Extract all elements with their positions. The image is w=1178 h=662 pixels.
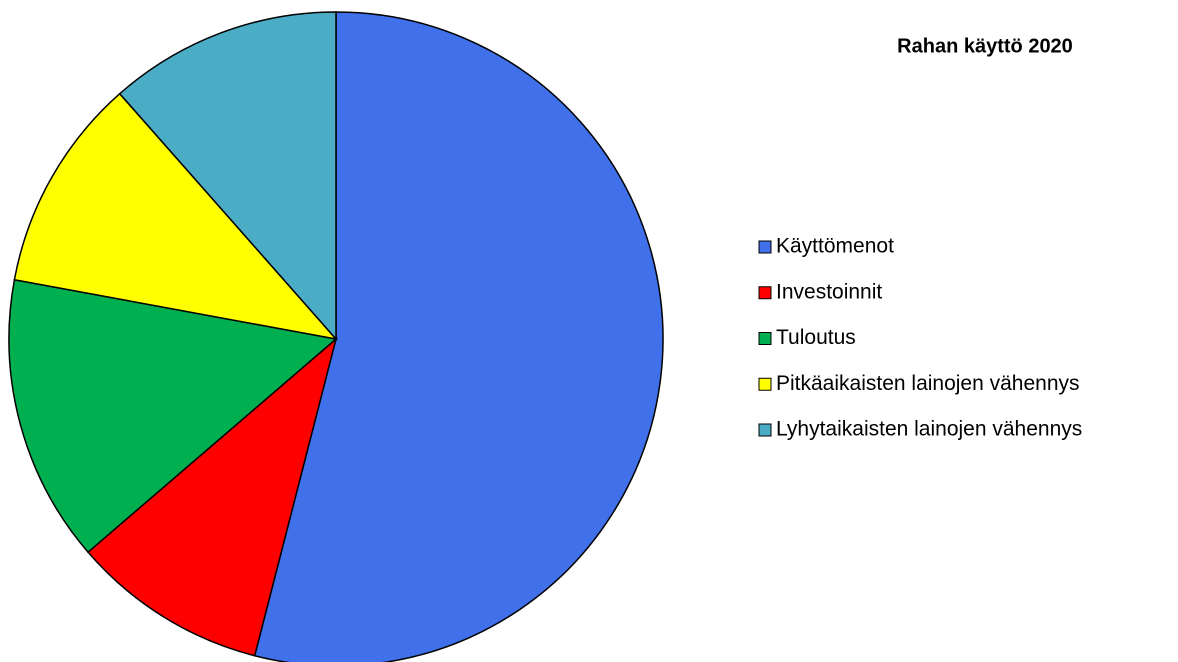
- pie-slice: [8, 278, 338, 554]
- pie-slice: [86, 336, 338, 657]
- legend-label: Pitkäaikaisten lainojen vähennys: [776, 372, 1080, 395]
- legend-label: Investoinnit: [776, 280, 882, 303]
- legend-label: Tuloutus: [776, 326, 856, 349]
- legend-swatch: [758, 240, 772, 254]
- pie-slice: [13, 92, 338, 341]
- legend-label: Käyttömenot: [776, 235, 894, 258]
- legend-label: Lyhytaikaisten lainojen vähennys: [776, 418, 1082, 441]
- legend-swatch: [758, 286, 772, 300]
- chart-title: Rahan käyttö 2020: [897, 35, 1073, 57]
- legend-swatch: [758, 377, 772, 391]
- pie-slice: [253, 11, 664, 662]
- legend-swatch: [758, 423, 772, 437]
- legend-swatch: [758, 332, 772, 345]
- pie-slice: [118, 11, 337, 341]
